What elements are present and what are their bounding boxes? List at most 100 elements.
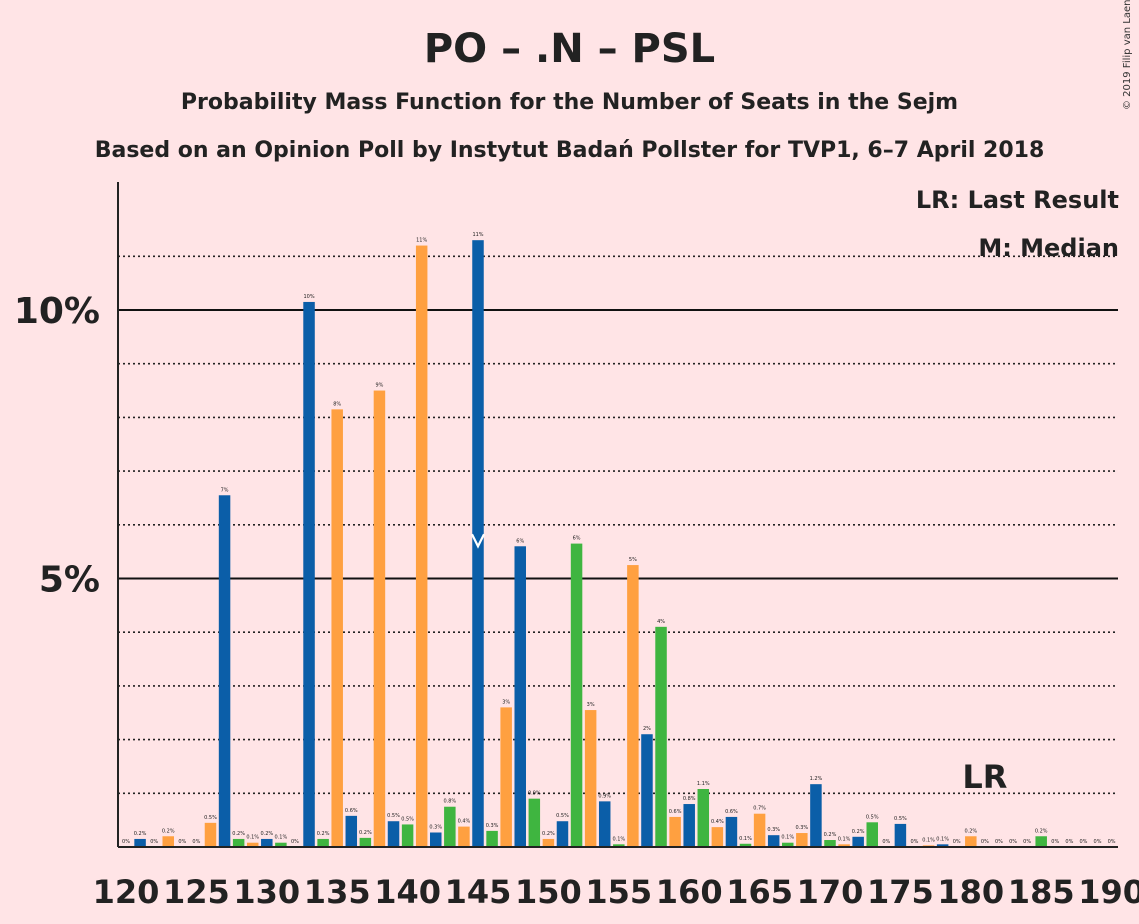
bar-180 — [965, 836, 977, 847]
bar-157 — [641, 734, 653, 847]
bar-label-164: 0.1% — [739, 836, 752, 842]
bar-label-182: 0% — [995, 839, 1003, 845]
bar-158 — [655, 626, 667, 847]
bar-label-163: 0.6% — [725, 809, 738, 815]
bar-label-128: 0.2% — [232, 831, 245, 837]
bar-163 — [725, 816, 738, 847]
x-tick-label: 135 — [304, 873, 371, 911]
bar-178 — [936, 844, 949, 847]
bar-label-144: 0.4% — [458, 819, 471, 825]
bar-139 — [387, 821, 400, 847]
bar-142 — [430, 832, 442, 847]
bar-label-177: 0.1% — [922, 837, 935, 843]
x-tick-label: 185 — [1008, 873, 1075, 911]
bar-label-153: 3% — [587, 702, 595, 708]
bar-156 — [627, 565, 639, 847]
bar-128 — [232, 838, 245, 847]
bar-label-142: 0.3% — [429, 825, 442, 831]
bar-label-120: 0% — [122, 839, 130, 845]
bar-label-154: 0.9% — [598, 793, 611, 799]
bar-160 — [683, 804, 695, 847]
bar-label-145: 11% — [472, 232, 483, 238]
x-tick-label: 130 — [233, 873, 300, 911]
page-title: PO – .N – PSL — [423, 26, 716, 72]
bar-148 — [514, 546, 526, 847]
bar-137 — [359, 837, 372, 847]
bar-label-146: 0.3% — [486, 823, 499, 829]
bar-label-130: 0.2% — [260, 831, 273, 837]
bar-127 — [218, 495, 231, 847]
bar-167 — [782, 842, 794, 847]
bar-label-175: 0.5% — [894, 816, 907, 822]
bar-label-127: 7% — [221, 487, 229, 493]
bar-172 — [852, 836, 864, 847]
bar-label-152: 6% — [573, 536, 581, 542]
bar-label-151: 0.5% — [556, 813, 569, 819]
x-tick-label: 120 — [93, 873, 160, 911]
bar-label-168: 0.3% — [795, 825, 808, 831]
bar-171 — [838, 844, 850, 847]
bar-label-125: 0% — [192, 839, 200, 845]
bar-label-135: 8% — [333, 401, 341, 407]
bar-149 — [528, 798, 541, 847]
bar-label-170: 0.2% — [824, 832, 837, 838]
x-tick-label: 140 — [374, 873, 441, 911]
bar-label-179: 0% — [953, 839, 961, 845]
bar-label-158: 4% — [657, 619, 665, 625]
bar-label-124: 0% — [178, 839, 186, 845]
bar-label-123: 0.2% — [162, 828, 175, 834]
bar-label-133: 10% — [303, 294, 314, 300]
bar-label-139: 0.5% — [387, 813, 400, 819]
bar-label-185: 0.2% — [1035, 828, 1048, 834]
x-tick-label: 125 — [163, 873, 230, 911]
bar-136 — [345, 815, 358, 847]
bar-label-161: 1.1% — [697, 781, 710, 787]
x-tick-label: 145 — [445, 873, 512, 911]
bar-label-183: 0% — [1009, 839, 1017, 845]
bar-label-181: 0% — [981, 839, 989, 845]
bar-166 — [767, 835, 780, 847]
bar-label-157: 2% — [643, 726, 651, 732]
bar-164 — [739, 843, 752, 847]
bar-131 — [275, 842, 287, 847]
bar-155 — [613, 844, 625, 847]
bar-153 — [584, 710, 597, 847]
x-tick-label: 150 — [515, 873, 582, 911]
bar-140 — [401, 824, 414, 847]
bar-label-184: 0% — [1023, 839, 1031, 845]
bar-label-140: 0.5% — [401, 816, 414, 822]
x-tick-label: 175 — [867, 873, 934, 911]
bar-label-121: 0.2% — [134, 831, 147, 837]
bar-label-148: 6% — [516, 538, 524, 544]
bar-165 — [753, 813, 766, 847]
page-subtitle-2: Based on an Opinion Poll by Instytut Bad… — [94, 138, 1045, 163]
bar-label-138: 9% — [375, 383, 383, 389]
bar-label-187: 0% — [1065, 839, 1073, 845]
y-tick-label: 10% — [14, 291, 100, 332]
median-marker — [471, 533, 485, 549]
bar-161 — [697, 789, 710, 847]
bar-129 — [246, 842, 259, 847]
last-result-marker: LR — [962, 758, 1007, 796]
bar-label-171: 0.1% — [838, 836, 851, 842]
bar-label-160: 0.8% — [683, 796, 696, 802]
bar-173 — [866, 822, 878, 847]
bar-145 — [472, 240, 484, 847]
bar-123 — [162, 836, 174, 847]
bar-146 — [486, 830, 498, 847]
bar-168 — [796, 833, 808, 847]
bar-134 — [317, 838, 329, 847]
bar-label-147: 3% — [502, 699, 510, 705]
bar-144 — [458, 826, 470, 847]
bar-170 — [824, 840, 836, 847]
bar-133 — [303, 301, 315, 847]
bar-150 — [542, 838, 555, 847]
x-tick-label: 180 — [937, 873, 1004, 911]
bar-label-155: 0.1% — [612, 836, 625, 842]
bar-label-174: 0% — [882, 839, 890, 845]
bar-130 — [261, 838, 273, 847]
page-subtitle: Probability Mass Function for the Number… — [180, 90, 959, 115]
bar-label-166: 0.3% — [767, 827, 780, 833]
bar-label-176: 0% — [911, 839, 919, 845]
